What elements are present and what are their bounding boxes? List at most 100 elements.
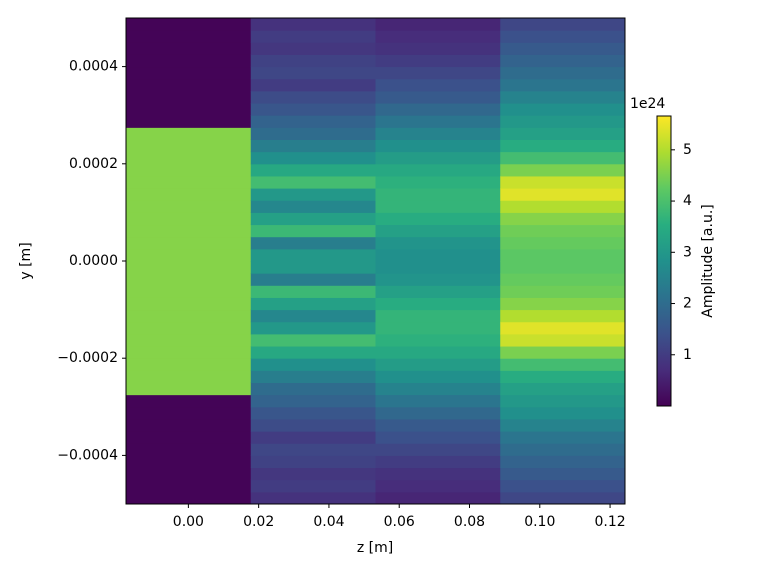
colorbar-tick-label: 2 (683, 296, 692, 312)
heatmap-cell (375, 18, 501, 31)
heatmap-cell (500, 200, 626, 213)
heatmap-cell (126, 212, 252, 226)
colorbar-tick-label: 3 (683, 244, 692, 260)
y-tick-label: −0.0004 (57, 447, 118, 463)
heatmap-cell (375, 151, 501, 165)
heatmap-cell (375, 42, 501, 55)
heatmap-cell (375, 309, 501, 323)
heatmap-cell (375, 248, 501, 262)
heatmap-cell (126, 200, 252, 213)
colorbar-offset: 1e24 (630, 96, 665, 112)
heatmap-cell (126, 333, 252, 347)
heatmap-cell (375, 491, 501, 505)
heatmap-cell (126, 418, 252, 432)
heatmap-cell (500, 333, 626, 347)
heatmap-cell (126, 491, 252, 505)
heatmap-cell (375, 394, 501, 408)
heatmap-cell (375, 370, 501, 383)
heatmap-cell (250, 90, 376, 104)
heatmap-cell (375, 188, 501, 201)
heatmap-cell (126, 273, 252, 286)
heatmap-cell (250, 224, 376, 238)
colorbar-tick-label: 4 (683, 193, 692, 209)
heatmap-cell (250, 467, 376, 481)
heatmap-cell (500, 273, 626, 286)
heatmap-cell (250, 248, 376, 262)
heatmap-cell (250, 151, 376, 165)
heatmap-cell (375, 139, 501, 153)
heatmap-cell (375, 406, 501, 420)
heatmap-cell (250, 42, 376, 55)
heatmap-cell (250, 455, 376, 469)
heatmap-cell (375, 78, 501, 92)
heatmap-cell (375, 455, 501, 469)
heatmap-cell (250, 394, 376, 408)
heatmap-cell (126, 370, 252, 383)
heatmap-cell (375, 467, 501, 481)
heatmap-cell (375, 54, 501, 68)
heatmap-cell (500, 248, 626, 262)
heatmap-cell (126, 127, 252, 140)
heatmap-cell (126, 42, 252, 55)
heatmap-cell (500, 30, 626, 43)
heatmap-cell (375, 66, 501, 80)
heatmap-cell (250, 18, 376, 31)
heatmap-cell (500, 151, 626, 165)
heatmap-cell (126, 18, 252, 31)
heatmap-cell (126, 139, 252, 153)
heatmap-cell (250, 491, 376, 505)
heatmap-cell (500, 443, 626, 456)
heatmap-cell (375, 163, 501, 177)
heatmap-cell (250, 78, 376, 92)
heatmap-cell (250, 382, 376, 396)
heatmap-cell (375, 479, 501, 493)
heatmap-cell (500, 382, 626, 396)
heatmap-cell (126, 467, 252, 481)
heatmap-cell (375, 418, 501, 432)
heatmap-cell (250, 370, 376, 383)
heatmap-cell (250, 212, 376, 226)
heatmap-cell (250, 358, 376, 371)
heatmap-cell (375, 115, 501, 128)
heatmap-cell (250, 443, 376, 456)
heatmap-cell (250, 273, 376, 286)
heatmap-cell (500, 309, 626, 323)
heatmap-cell (500, 90, 626, 104)
heatmap-cell (375, 333, 501, 347)
heatmap-cell (500, 321, 626, 335)
heatmap-cell (250, 127, 376, 140)
heatmap-cell (126, 346, 252, 359)
heatmap-cell (375, 297, 501, 311)
heatmap-cell (500, 18, 626, 31)
x-tick-label: 0.12 (594, 514, 625, 530)
colorbar-tick-label: 1 (683, 347, 692, 363)
x-tick-label: 0.08 (454, 514, 485, 530)
heatmap-cell (500, 139, 626, 153)
heatmap-cell (250, 236, 376, 250)
heatmap-cell (126, 54, 252, 68)
heatmap-cell (375, 382, 501, 396)
heatmap-cell (500, 103, 626, 116)
heatmap-cell (375, 261, 501, 274)
heatmap-cell (500, 406, 626, 420)
heatmap-cell (500, 491, 626, 505)
heatmap-cell (500, 370, 626, 383)
heatmap-cell (126, 309, 252, 323)
x-axis-label: z [m] (357, 540, 393, 556)
heatmap-cell (250, 346, 376, 359)
heatmap-cell (126, 297, 252, 311)
heatmap-cell (250, 54, 376, 68)
heatmap-cell (375, 358, 501, 371)
heatmap-cell (250, 479, 376, 493)
heatmap-cell (250, 188, 376, 201)
heatmap-cell (126, 175, 252, 189)
heatmap-cell (126, 90, 252, 104)
heatmap-cell (500, 346, 626, 359)
y-tick-label: 0.0002 (69, 156, 118, 172)
heatmap-cell (500, 236, 626, 250)
heatmap-cell (250, 431, 376, 444)
heatmap-cell (126, 163, 252, 177)
heatmap-cell (500, 394, 626, 408)
heatmap-cell (250, 333, 376, 347)
